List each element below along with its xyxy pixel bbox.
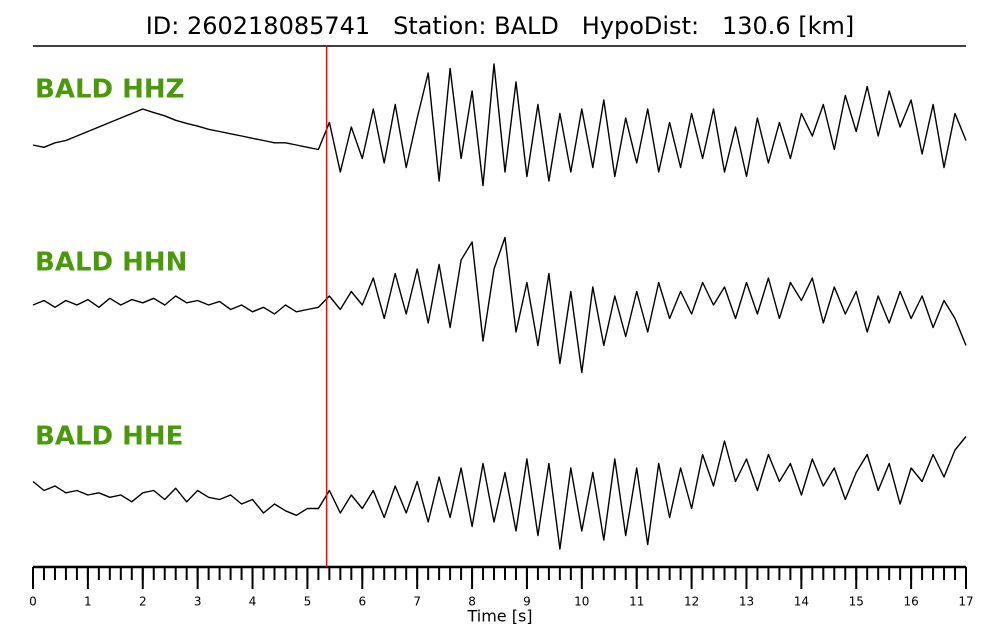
waveform [32,236,967,374]
x-tick-label: 5 [304,595,312,609]
x-tick-label: 13 [739,595,754,609]
x-tick-label: 2 [139,595,147,609]
x-tick-label: 6 [358,595,366,609]
x-tick-label: 7 [413,595,421,609]
x-tick-label: 14 [794,595,809,609]
x-tick-label: 4 [249,595,257,609]
chart-title: ID: 260218085741 Station: BALD HypoDist:… [146,12,855,40]
x-tick-label: 11 [629,595,644,609]
x-tick-label: 9 [523,595,531,609]
trace-label: BALD HHZ [35,75,185,105]
x-tick-label: 10 [574,595,589,609]
x-tick-label: 0 [29,595,37,609]
x-axis-label: Time [s] [466,607,532,626]
trace-label: BALD HHE [35,422,183,452]
waveform [32,436,967,550]
x-tick-label: 8 [468,595,476,609]
x-tick-label: 16 [903,595,918,609]
x-tick-label: 12 [684,595,699,609]
x-tick-label: 17 [958,595,973,609]
trace-label: BALD HHN [35,248,187,278]
x-tick-label: 15 [849,595,864,609]
x-tick-label: 1 [84,595,92,609]
waveform [32,63,967,187]
x-tick-label: 3 [194,595,202,609]
